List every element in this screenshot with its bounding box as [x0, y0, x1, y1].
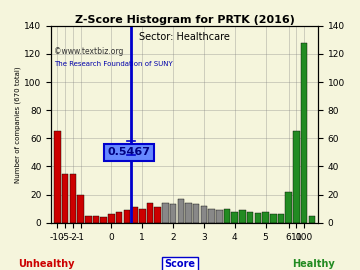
- Bar: [278, 214, 284, 223]
- Bar: [100, 217, 107, 223]
- Bar: [108, 214, 115, 223]
- Bar: [231, 211, 238, 223]
- Text: 0.5467: 0.5467: [108, 147, 150, 157]
- Bar: [216, 210, 222, 223]
- Bar: [301, 43, 307, 223]
- Bar: [62, 174, 68, 223]
- Bar: [69, 174, 76, 223]
- Bar: [239, 210, 246, 223]
- Bar: [93, 216, 99, 223]
- Text: Healthy: Healthy: [292, 259, 334, 269]
- Bar: [139, 209, 145, 223]
- Bar: [162, 203, 168, 223]
- Bar: [293, 131, 300, 223]
- Bar: [123, 210, 130, 223]
- Bar: [77, 195, 84, 223]
- Text: Sector: Healthcare: Sector: Healthcare: [139, 32, 230, 42]
- Bar: [224, 209, 230, 223]
- Y-axis label: Number of companies (670 total): Number of companies (670 total): [15, 66, 22, 183]
- Bar: [154, 207, 161, 223]
- Bar: [193, 204, 199, 223]
- Bar: [131, 207, 138, 223]
- Text: ©www.textbiz.org: ©www.textbiz.org: [54, 48, 123, 56]
- Bar: [262, 211, 269, 223]
- Bar: [309, 216, 315, 223]
- Text: Score: Score: [165, 259, 195, 269]
- Bar: [247, 211, 253, 223]
- Bar: [177, 199, 184, 223]
- Bar: [116, 211, 122, 223]
- Bar: [85, 216, 91, 223]
- Bar: [54, 131, 61, 223]
- Text: The Research Foundation of SUNY: The Research Foundation of SUNY: [54, 61, 173, 67]
- Bar: [270, 214, 276, 223]
- Text: Unhealthy: Unhealthy: [19, 259, 75, 269]
- Bar: [255, 213, 261, 223]
- Bar: [170, 204, 176, 223]
- Bar: [201, 206, 207, 223]
- Bar: [147, 203, 153, 223]
- Bar: [208, 209, 215, 223]
- Title: Z-Score Histogram for PRTK (2016): Z-Score Histogram for PRTK (2016): [75, 15, 294, 25]
- Bar: [185, 203, 192, 223]
- Bar: [285, 192, 292, 223]
